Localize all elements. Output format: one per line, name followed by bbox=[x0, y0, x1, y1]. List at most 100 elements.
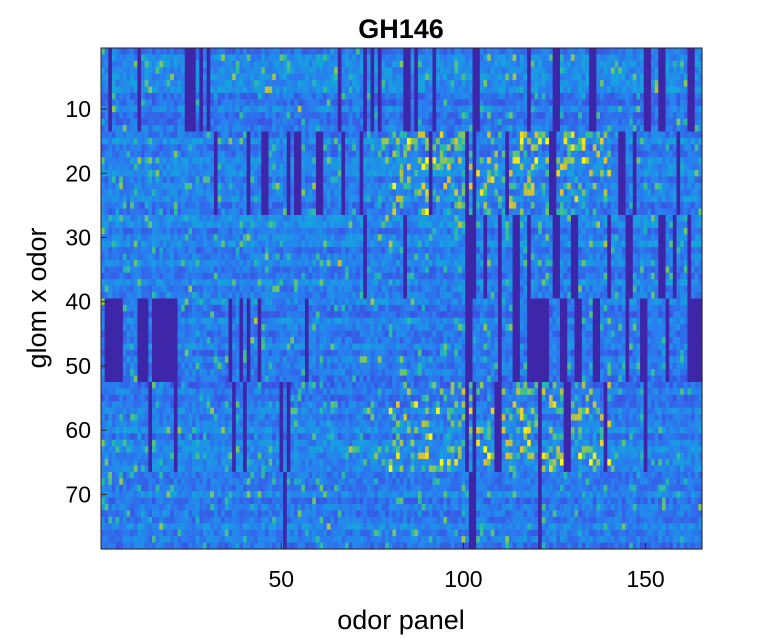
heatmap-cell bbox=[530, 125, 536, 133]
heatmap-cell bbox=[508, 67, 514, 75]
heatmap-cell bbox=[640, 208, 645, 216]
heatmap-cell bbox=[155, 227, 160, 235]
heatmap-cell bbox=[559, 144, 565, 152]
heatmap-cell bbox=[144, 150, 149, 158]
heatmap-cell bbox=[323, 163, 328, 171]
heatmap-cell bbox=[188, 182, 193, 190]
heatmap-cell bbox=[224, 60, 230, 68]
heatmap-cell bbox=[297, 208, 302, 216]
heatmap-cell bbox=[527, 150, 532, 158]
heatmap-cell bbox=[490, 176, 495, 184]
heatmap-cell bbox=[108, 118, 113, 126]
heatmap-cell bbox=[589, 189, 594, 197]
heatmap-cell bbox=[432, 221, 437, 229]
heatmap-cell bbox=[632, 195, 638, 203]
heatmap-cell bbox=[457, 182, 463, 190]
heatmap-cell bbox=[651, 137, 656, 145]
heatmap-cell bbox=[399, 137, 404, 145]
heatmap-cell bbox=[538, 189, 543, 197]
heatmap-cell bbox=[312, 118, 317, 126]
heatmap-cell bbox=[177, 157, 182, 165]
heatmap-cell bbox=[213, 86, 219, 94]
heatmap-cell bbox=[457, 112, 463, 120]
heatmap-cell bbox=[505, 195, 510, 203]
heatmap-cell bbox=[432, 195, 437, 203]
heatmap-cell bbox=[490, 137, 495, 145]
heatmap-cell bbox=[319, 67, 324, 75]
heatmap-cell bbox=[396, 176, 401, 184]
heatmap-cell bbox=[585, 202, 590, 210]
heatmap-cell bbox=[210, 227, 215, 235]
heatmap-cell bbox=[279, 54, 284, 62]
heatmap-cell bbox=[326, 112, 332, 120]
heatmap-cell bbox=[541, 67, 546, 75]
heatmap-cell bbox=[257, 112, 262, 120]
heatmap-cell bbox=[501, 92, 506, 100]
heatmap-cell bbox=[596, 157, 601, 165]
heatmap-cell bbox=[210, 208, 215, 216]
heatmap-cell bbox=[206, 92, 211, 100]
heatmap-cell bbox=[636, 48, 641, 56]
heatmap-cell bbox=[286, 202, 291, 210]
heatmap-cell bbox=[221, 208, 226, 216]
heatmap-cell bbox=[508, 176, 514, 184]
heatmap-cell bbox=[301, 48, 306, 56]
heatmap-cell bbox=[144, 67, 149, 75]
heatmap-cell bbox=[173, 131, 179, 139]
heatmap-cell bbox=[556, 163, 561, 171]
heatmap-cell bbox=[199, 163, 204, 171]
heatmap-cell bbox=[159, 80, 164, 88]
heatmap-cell bbox=[614, 227, 619, 235]
heatmap-cell bbox=[217, 92, 222, 100]
heatmap-cell bbox=[261, 80, 266, 88]
heatmap-cell bbox=[534, 137, 539, 145]
heatmap-cell bbox=[498, 150, 503, 158]
heatmap-cell bbox=[614, 60, 619, 68]
heatmap-cell bbox=[170, 105, 175, 113]
heatmap-cell bbox=[301, 118, 306, 126]
heatmap-cell bbox=[374, 105, 379, 113]
heatmap-cell bbox=[487, 92, 492, 100]
heatmap-cell bbox=[268, 150, 273, 158]
heatmap-cell bbox=[680, 144, 685, 152]
heatmap-cell bbox=[545, 60, 550, 68]
heatmap-cell bbox=[101, 182, 106, 190]
heatmap-cell bbox=[505, 60, 510, 68]
heatmap-cell bbox=[148, 73, 153, 81]
heatmap-cell bbox=[261, 182, 266, 190]
heatmap-cell bbox=[618, 208, 623, 216]
heatmap-cell bbox=[417, 234, 423, 242]
heatmap-cell bbox=[312, 86, 317, 94]
heatmap-cell bbox=[672, 170, 678, 178]
heatmap-cell bbox=[239, 170, 244, 178]
heatmap-cell bbox=[436, 80, 441, 88]
heatmap-cell bbox=[206, 125, 211, 133]
heatmap-cell bbox=[443, 227, 448, 235]
heatmap-cell bbox=[538, 73, 543, 81]
heatmap-cell bbox=[217, 125, 222, 133]
heatmap-cell bbox=[676, 80, 681, 88]
heatmap-cell bbox=[490, 157, 495, 165]
heatmap-cell bbox=[137, 202, 142, 210]
heatmap-cell bbox=[101, 189, 106, 197]
heatmap-cell bbox=[388, 99, 393, 107]
heatmap-cell bbox=[111, 105, 117, 113]
heatmap-cell bbox=[585, 131, 590, 139]
heatmap-cell bbox=[454, 227, 459, 235]
heatmap-cell bbox=[519, 99, 525, 107]
heatmap-cell bbox=[352, 215, 357, 223]
heatmap-cell bbox=[151, 112, 157, 120]
heatmap-cell bbox=[519, 131, 525, 139]
heatmap-cell bbox=[348, 60, 353, 68]
heatmap-cell bbox=[447, 99, 452, 107]
heatmap-cell bbox=[159, 163, 164, 171]
heatmap-cell bbox=[687, 221, 692, 229]
heatmap-cell bbox=[162, 99, 168, 107]
heatmap-cell bbox=[596, 208, 601, 216]
heatmap-cell bbox=[126, 67, 131, 75]
heatmap-cell bbox=[454, 48, 459, 56]
heatmap-cell bbox=[651, 208, 656, 216]
heatmap-cell bbox=[501, 163, 506, 171]
heatmap-cell bbox=[297, 92, 302, 100]
heatmap-cell bbox=[698, 215, 703, 223]
